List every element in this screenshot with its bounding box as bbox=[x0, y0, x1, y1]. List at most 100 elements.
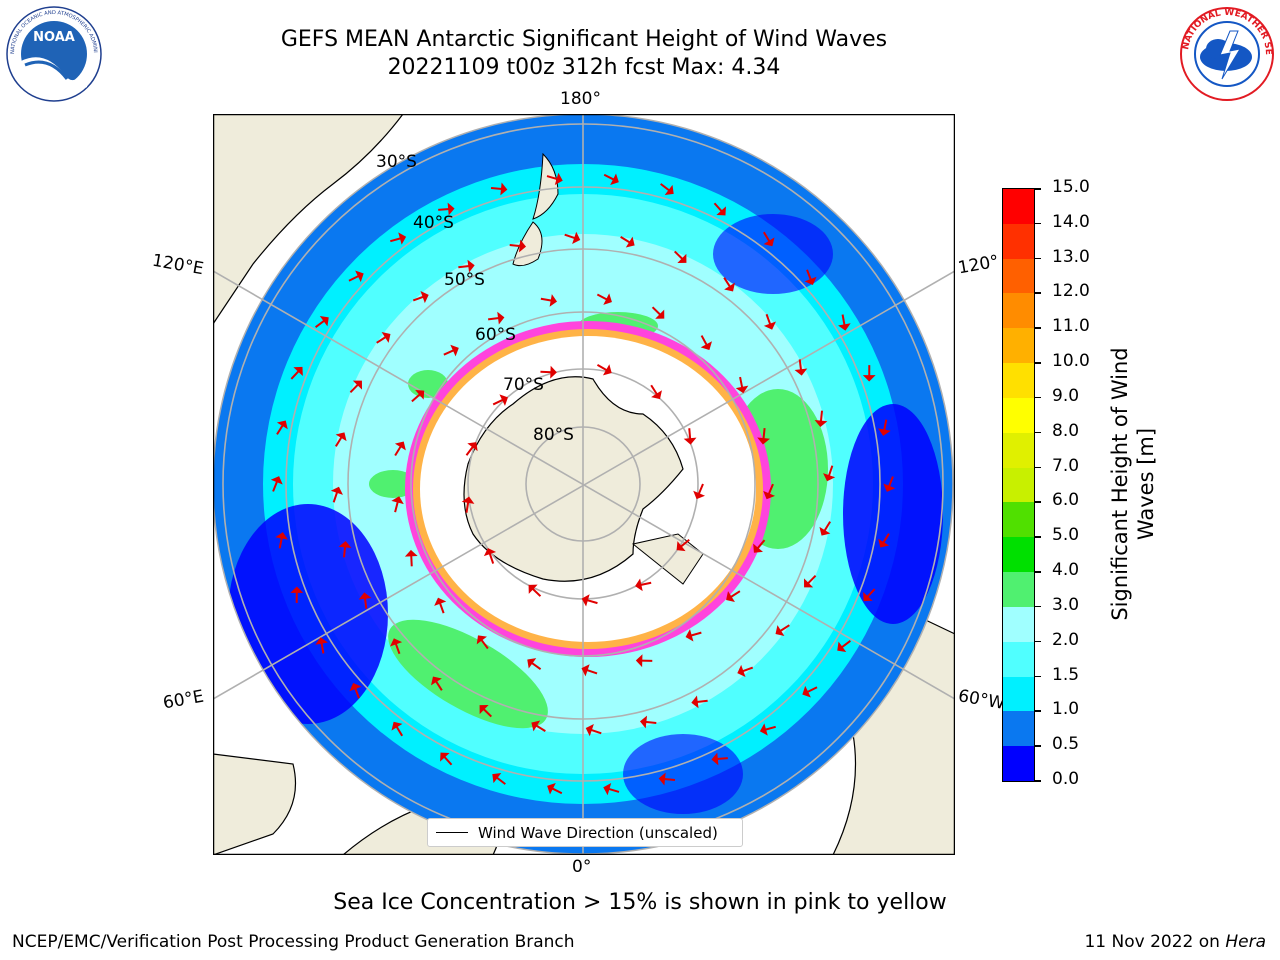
wave-arrow-head bbox=[483, 548, 497, 557]
wave-arrow-head bbox=[335, 432, 347, 442]
wave-arrow-head bbox=[603, 293, 612, 305]
wave-arrow-shaft bbox=[823, 521, 831, 532]
wave-arrow-shaft bbox=[713, 202, 723, 213]
lon-label-120w: 120° bbox=[956, 251, 1001, 279]
wave-arrow-head bbox=[547, 783, 556, 795]
colorbar-tick-label: 13.0 bbox=[1052, 246, 1090, 267]
wave-arrow-shaft bbox=[765, 313, 772, 325]
lon-label-180: 180° bbox=[560, 89, 601, 109]
wave-arrow-shaft bbox=[354, 687, 360, 699]
colorbar-tick-label: 8.0 bbox=[1052, 420, 1080, 441]
wave-arrow-shaft bbox=[806, 686, 818, 694]
colorbar-segment bbox=[1003, 606, 1034, 642]
wave-arrow-shaft bbox=[696, 699, 708, 704]
wave-arrow-shaft bbox=[488, 317, 500, 321]
wave-arrow-shaft bbox=[480, 639, 489, 650]
wave-arrow-shaft bbox=[645, 720, 657, 725]
wave-arrow-shaft bbox=[410, 555, 413, 567]
wave-arrow-shaft bbox=[438, 207, 450, 211]
wave-arrow-shaft bbox=[363, 597, 368, 609]
footer-date: 11 Nov 2022 on bbox=[1084, 932, 1226, 952]
wave-arrow-head bbox=[415, 390, 425, 400]
map-canvas bbox=[212, 113, 956, 856]
wave-arrow-shaft bbox=[841, 314, 846, 326]
lat-label-30s: 30°S bbox=[376, 152, 417, 172]
wave-arrow-shaft bbox=[586, 599, 598, 605]
wave-arrow-shaft bbox=[320, 642, 325, 654]
colorbar-label: Significant Height of Wind Waves [m] bbox=[1108, 347, 1158, 621]
wave-arrow-head bbox=[763, 490, 776, 500]
wave-arrow-shaft bbox=[762, 231, 771, 243]
wave-arrow-head bbox=[492, 772, 502, 784]
wave-arrow-shaft bbox=[688, 428, 692, 440]
wave-arrow-head bbox=[735, 385, 749, 394]
wave-arrow-shaft bbox=[590, 728, 602, 735]
colorbar-tick-label: 0.5 bbox=[1052, 734, 1080, 755]
wave-arrow-head bbox=[581, 664, 590, 677]
wave-arrow-head bbox=[878, 428, 891, 436]
wave-arrow-shaft bbox=[779, 624, 790, 632]
wave-arrow-shaft bbox=[531, 587, 542, 597]
colorbar-tick-label: 11.0 bbox=[1052, 316, 1090, 337]
wave-arrow-head bbox=[461, 496, 475, 504]
wave-arrow-shaft bbox=[496, 776, 506, 785]
wave-arrow-shaft bbox=[465, 445, 474, 456]
wave-arrow-head bbox=[635, 654, 643, 668]
wave-arrow-head bbox=[819, 526, 831, 536]
footer-left: NCEP/EMC/Verification Post Processing Pr… bbox=[12, 932, 575, 952]
polar-map bbox=[212, 113, 956, 856]
lon-label-60e: 60°E bbox=[161, 686, 206, 714]
wave-arrow-head bbox=[528, 584, 538, 594]
wave-arrow-shaft bbox=[680, 538, 690, 548]
wave-arrow-shaft bbox=[443, 349, 455, 356]
wave-arrow-shaft bbox=[390, 237, 402, 243]
wave-arrow-head bbox=[724, 282, 735, 292]
lon-label-0: 0° bbox=[572, 857, 592, 877]
wave-arrow-head bbox=[585, 724, 594, 737]
lat-label-70s: 70°S bbox=[503, 375, 544, 395]
colorbar-segment bbox=[1003, 188, 1034, 224]
colorbar-tick-label: 6.0 bbox=[1052, 490, 1080, 511]
wave-arrow-shaft bbox=[349, 383, 359, 393]
colorbar-tick-mark bbox=[1035, 362, 1041, 364]
wave-arrow-shaft bbox=[798, 359, 803, 371]
wave-arrow-shaft bbox=[278, 537, 283, 549]
colorbar-tick-mark bbox=[1035, 640, 1041, 643]
wave-arrow-head bbox=[685, 629, 694, 642]
colorbar-tick-label: 5.0 bbox=[1052, 525, 1080, 546]
wave-arrow-head bbox=[602, 364, 612, 376]
wave-arrow-head bbox=[358, 592, 372, 600]
wave-arrow-head bbox=[355, 270, 364, 283]
wave-arrow-shaft bbox=[730, 590, 741, 598]
wave-arrow-head bbox=[763, 237, 775, 247]
lat-label-60s: 60°S bbox=[475, 325, 516, 345]
map-title-line1: GEFS MEAN Antarctic Significant Height o… bbox=[280, 27, 888, 52]
wave-arrow-shaft bbox=[435, 680, 443, 691]
wave-arrow-shaft bbox=[674, 250, 684, 260]
wave-arrow-shaft bbox=[742, 666, 754, 673]
wave-arrow-head bbox=[716, 206, 726, 216]
wave-arrow-head bbox=[276, 420, 288, 430]
colorbar-segment bbox=[1003, 258, 1034, 294]
wave-arrow-shaft bbox=[596, 293, 608, 301]
wave-arrow-head bbox=[518, 239, 527, 253]
wave-arrow-head bbox=[398, 232, 407, 245]
wave-arrow-shaft bbox=[866, 588, 876, 598]
colorbar-segment bbox=[1003, 676, 1034, 712]
wave-arrow-shaft bbox=[276, 424, 284, 435]
wave-arrow-head bbox=[527, 658, 537, 669]
wave-arrow-shaft bbox=[827, 465, 834, 477]
wave-arrow-head bbox=[693, 490, 706, 500]
noaa-logo: NOAA NATIONAL OCEANIC AND ATMOSPHERIC AD… bbox=[2, 1, 103, 103]
wave-arrow-head bbox=[794, 368, 808, 376]
wave-arrow-head bbox=[837, 641, 847, 652]
colorbar-segment bbox=[1003, 397, 1034, 433]
colorbar-tick-mark bbox=[1035, 536, 1041, 538]
wave-arrow-shaft bbox=[806, 269, 812, 281]
wave-arrow-head bbox=[270, 476, 283, 485]
map-legend: Wind Wave Direction (unscaled) bbox=[427, 818, 743, 847]
colorbar-segment bbox=[1003, 572, 1034, 607]
wave-arrow-head bbox=[862, 375, 876, 382]
wave-arrow-head bbox=[391, 721, 403, 731]
new-zealand-north bbox=[532, 152, 559, 220]
